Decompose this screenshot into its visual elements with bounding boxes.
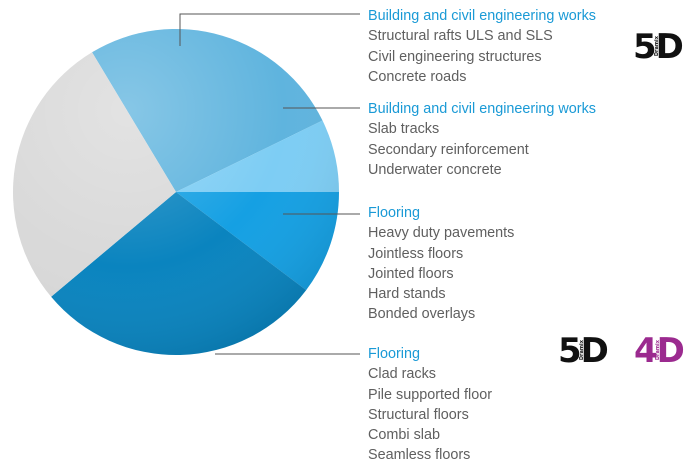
leader-line-1 — [179, 13, 360, 46]
group-item: Jointed floors — [368, 265, 454, 282]
dramix-4d-badge: 4D Dramix — [634, 331, 685, 371]
group-item: Seamless floors — [368, 447, 471, 464]
badge-text: 4D — [634, 331, 685, 371]
group-item: Structural rafts ULS and SLS — [368, 28, 553, 45]
group-item: Concrete roads — [368, 68, 467, 85]
group-item: Pile supported floor — [368, 386, 492, 403]
group-heading: Flooring — [368, 205, 420, 221]
group-heading: Flooring — [368, 346, 420, 362]
group-heading: Building and civil engineering works — [368, 101, 596, 117]
label-group-building-1: Building and civil engineering works Str… — [368, 6, 668, 87]
dramix-5d-badge-2: 5D Dramix — [558, 331, 609, 371]
dramix-5d-badge: 5D Dramix — [633, 27, 684, 67]
group-item: Civil engineering structures — [368, 48, 542, 65]
group-item: Clad racks — [368, 366, 436, 383]
badge-text: 5D — [558, 331, 609, 371]
group-item: Structural floors — [368, 406, 469, 423]
badge-brand: Dramix — [579, 340, 585, 361]
group-heading: Building and civil engineering works — [368, 8, 596, 24]
group-item: Bonded overlays — [368, 306, 476, 323]
group-item: Secondary reinforcement — [368, 141, 529, 158]
group-item: Combi slab — [368, 427, 440, 444]
group-item: Underwater concrete — [368, 161, 502, 178]
badge-text: 5D — [633, 27, 684, 67]
label-group-flooring-2: Flooring Clad racks Pile supported floor… — [368, 344, 668, 466]
label-group-building-2: Building and civil engineering works Sla… — [368, 99, 668, 180]
pie-gloss — [13, 29, 339, 355]
badge-brand: Dramix — [655, 340, 661, 361]
group-item: Slab tracks — [368, 121, 440, 138]
label-group-flooring-1: Flooring Heavy duty pavements Jointless … — [368, 203, 668, 325]
group-item: Heavy duty pavements — [368, 225, 515, 242]
group-item: Jointless floors — [368, 245, 464, 262]
badge-brand: Dramix — [654, 36, 660, 57]
group-item: Hard stands — [368, 286, 446, 303]
